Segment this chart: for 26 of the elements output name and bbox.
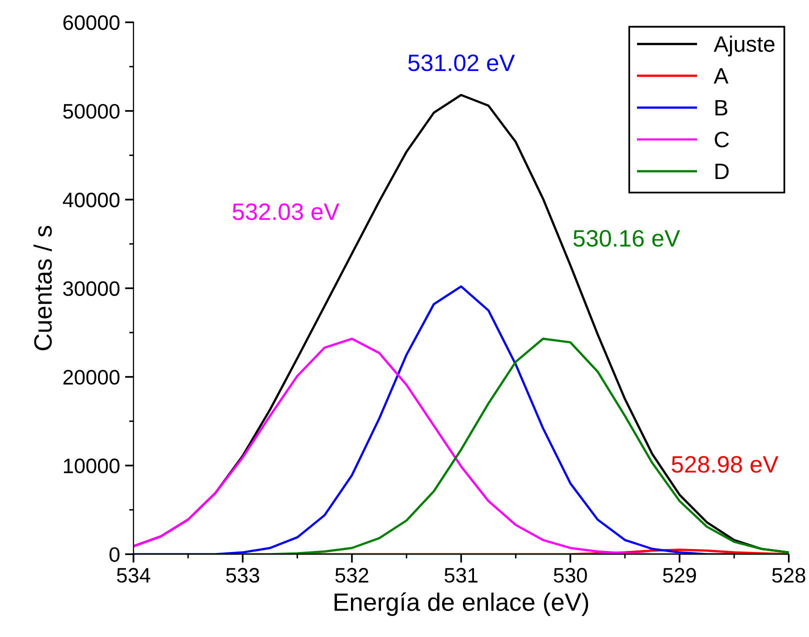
legend-label: A [714, 68, 728, 84]
x-tick-label: 529 [663, 568, 696, 583]
annotation: 528.98 eV [672, 456, 778, 473]
legend-label: D [716, 164, 729, 180]
annotation: 530.16 eV [573, 230, 680, 247]
y-tick-label: 40000 [62, 192, 120, 208]
y-axis-title: Cuentas / s [34, 226, 52, 350]
y-tick-label: 50000 [63, 104, 120, 119]
annotation: 532.03 eV [232, 203, 340, 220]
legend-label: Ajuste [714, 36, 774, 56]
y-tick-label: 20000 [63, 370, 120, 385]
line-series [242, 338, 789, 554]
y-tick-label: 10000 [64, 458, 120, 474]
x-axis-title: Energía de enlace (eV) [334, 592, 588, 616]
y-tick-label: 0 [110, 547, 120, 562]
x-tick-label: 532 [335, 568, 368, 583]
y-tick-label: 60000 [63, 15, 120, 30]
legend-label: C [714, 132, 729, 148]
legend-label: B [716, 100, 728, 116]
y-tick-label: 30000 [63, 281, 120, 296]
annotation: 531.02 eV [408, 54, 515, 72]
x-tick-label: 534 [116, 568, 150, 583]
x-tick-label: 531 [444, 568, 478, 583]
x-tick-label: 530 [554, 568, 587, 583]
x-tick-label: 533 [226, 568, 260, 583]
x-tick-label: 528 [772, 568, 806, 583]
